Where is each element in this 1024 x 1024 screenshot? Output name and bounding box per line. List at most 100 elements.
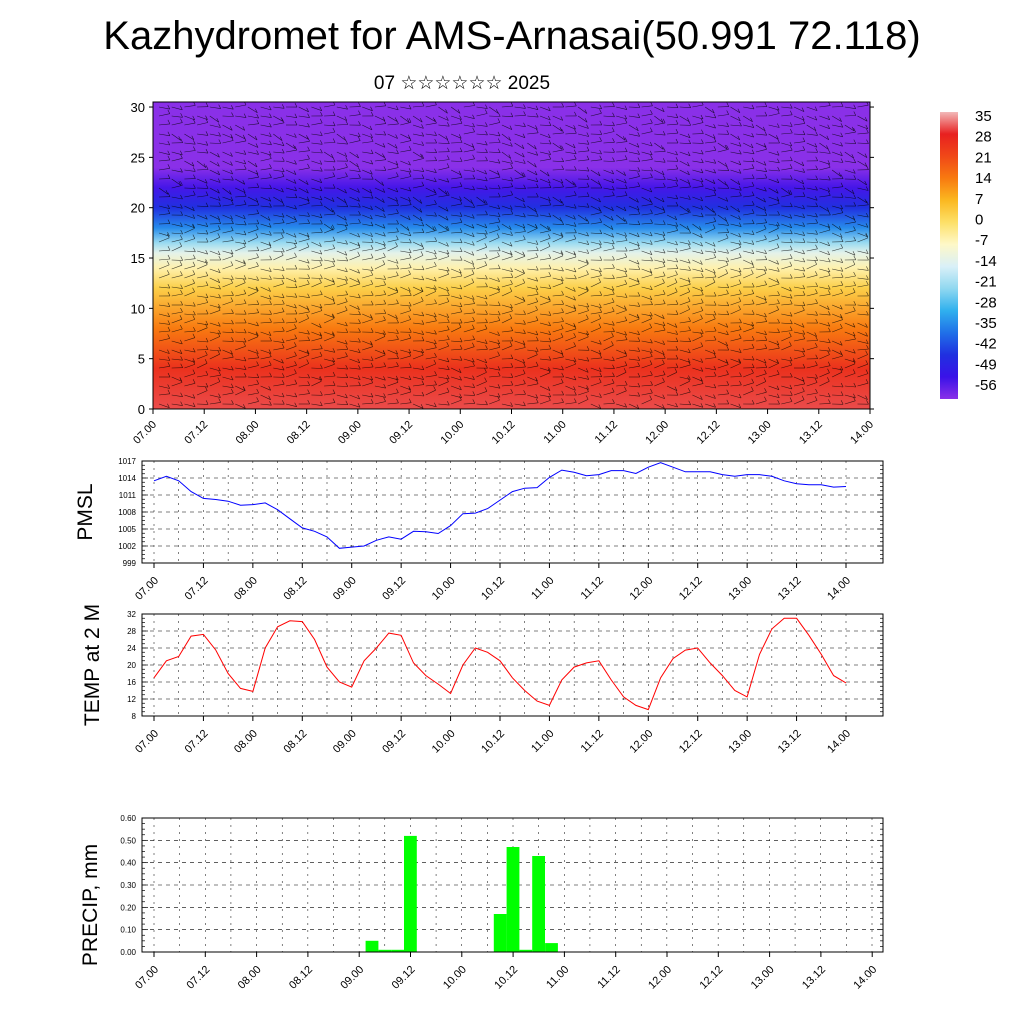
wind-barb <box>184 160 195 167</box>
wind-barb-flag <box>548 106 551 111</box>
wind-barb <box>222 187 232 195</box>
wind-barb <box>412 322 424 325</box>
wind-barb-flag <box>167 349 170 354</box>
wind-barb <box>324 176 335 180</box>
wind-barb-flag <box>268 151 272 156</box>
wind-barb <box>857 115 868 122</box>
wind-barb-flag <box>471 143 475 148</box>
wind-barb-flag <box>243 310 247 315</box>
wind-barb-flag <box>662 130 666 136</box>
wind-barb-flag <box>510 373 514 378</box>
wind-barb-flag <box>522 223 526 229</box>
wind-barb <box>743 382 754 387</box>
wind-barb-flag <box>319 375 323 381</box>
wind-barb-flag <box>713 272 717 278</box>
wind-barb <box>235 390 246 396</box>
wind-barb-flag <box>840 258 844 263</box>
wind-barb-flag <box>599 308 602 313</box>
wind-barb-flag <box>167 362 171 367</box>
wind-barb <box>628 304 640 307</box>
wind-barb-flag <box>764 211 768 216</box>
wind-barb <box>539 385 551 391</box>
wind-barb <box>476 232 488 235</box>
wind-barb-flag <box>650 118 653 124</box>
wind-barb <box>857 187 869 191</box>
wind-barb <box>628 142 640 148</box>
wind-barb <box>717 214 727 222</box>
wind-barb <box>806 313 818 316</box>
wind-barb-flag <box>293 170 297 175</box>
wind-barb-flag <box>255 197 259 203</box>
wind-barb <box>235 340 247 343</box>
wind-barb <box>463 187 475 191</box>
wind-barb-flag <box>789 190 793 195</box>
wind-barb <box>692 277 704 279</box>
wind-barb-flag <box>243 318 247 324</box>
wind-barb <box>222 331 234 333</box>
wind-barb-flag <box>548 121 552 126</box>
wind-barb <box>336 301 348 306</box>
wind-barb <box>324 393 336 396</box>
wind-barb <box>781 223 792 228</box>
wind-barb <box>578 133 589 137</box>
wind-barb <box>628 223 640 225</box>
wind-barb-flag <box>751 174 755 179</box>
wind-barb-flag <box>383 376 386 381</box>
wind-barb-flag <box>269 140 272 145</box>
wind-barb <box>273 303 285 306</box>
wind-barb-flag <box>230 278 233 284</box>
wind-barb-flag <box>497 112 501 117</box>
wind-barb <box>654 223 666 225</box>
wind-barb <box>476 204 488 207</box>
wind-barb-flag <box>408 172 412 177</box>
wind-barb-flag <box>624 316 628 321</box>
wind-barb-flag <box>358 203 361 208</box>
wind-barb-flag <box>536 336 539 341</box>
wind-barb-flag <box>764 145 767 150</box>
wind-barb <box>336 124 348 126</box>
wind-barb <box>717 223 729 226</box>
wind-barb <box>857 142 869 144</box>
wind-barb <box>273 250 285 253</box>
wind-barb-flag <box>548 234 551 239</box>
wind-barb <box>793 310 805 315</box>
wind-barb <box>425 303 437 306</box>
wind-barb <box>831 304 843 310</box>
wind-barb-flag <box>269 336 272 342</box>
wind-barb <box>565 385 576 391</box>
wind-barb <box>819 349 831 352</box>
wind-barb <box>552 356 564 360</box>
wind-barb <box>857 237 868 243</box>
wind-barb-flag <box>827 368 830 373</box>
wind-barb-flag <box>751 132 754 138</box>
wind-barb <box>311 294 323 297</box>
wind-barb <box>184 319 195 324</box>
wind-barb <box>158 258 171 261</box>
wind-barb <box>654 275 666 279</box>
wind-barb-flag <box>192 234 196 239</box>
wind-barb <box>831 169 842 177</box>
wind-barb <box>247 204 259 207</box>
wind-barb <box>349 304 360 310</box>
wind-barb-flag <box>294 160 297 165</box>
wind-barb-flag <box>205 237 209 243</box>
wind-barb <box>171 133 181 141</box>
wind-barb-flag <box>192 261 196 267</box>
wind-barb-flag <box>484 377 487 382</box>
wind-barb <box>412 313 424 317</box>
y-tick-label: 0.50 <box>120 836 136 845</box>
wind-barb <box>793 391 805 396</box>
wind-barb-flag <box>548 264 552 269</box>
wind-barb-flag <box>738 222 742 227</box>
wind-barb-flag <box>243 278 246 283</box>
wind-barb-flag <box>624 293 628 298</box>
wind-barb <box>374 133 386 136</box>
wind-barb-flag <box>497 287 500 293</box>
wind-barb <box>387 133 398 139</box>
wind-barb-flag <box>230 226 234 231</box>
wind-barb-flag <box>242 386 246 391</box>
wind-barb-flag <box>319 303 323 309</box>
wind-barb-flag <box>827 160 831 165</box>
wind-barb-flag <box>485 274 488 280</box>
wind-barb-flag <box>408 398 412 403</box>
